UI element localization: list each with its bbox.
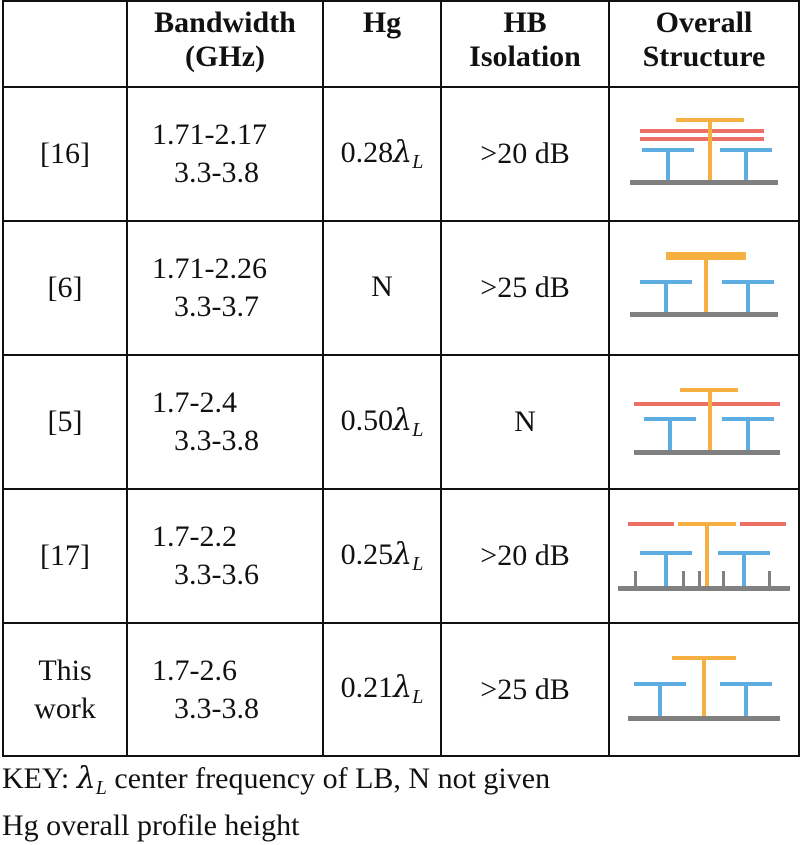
- antenna-structure-this-work-icon: [628, 655, 780, 721]
- structure-cell: [608, 220, 800, 356]
- bandwidth-lb: 1.71-2.17: [152, 118, 267, 151]
- antenna-structure-17-icon: [618, 522, 790, 591]
- ref-cell: This work: [2, 622, 128, 757]
- bandwidth-lb: 1.7-2.6: [152, 653, 237, 687]
- bandwidth-cell: 1.7-2.2 3.3-3.6: [126, 488, 324, 624]
- isolation-cell: N: [440, 354, 610, 490]
- header-row: Bandwidth (GHz) Hg HB Isolation Overall …: [2, 0, 800, 88]
- structure-cell: [608, 86, 800, 222]
- ref-cell: [16]: [2, 86, 128, 222]
- comparison-table: Bandwidth (GHz) Hg HB Isolation Overall …: [2, 0, 800, 757]
- bandwidth-hb: 3.3-3.8: [174, 424, 259, 457]
- header-hb-isolation: HB Isolation: [440, 0, 610, 88]
- key-line1: KEY: λL center frequency of LB, N not gi…: [2, 761, 551, 799]
- isolation-cell: >20 dB: [440, 86, 610, 222]
- antenna-structure-5-icon: [634, 388, 780, 455]
- header-hg: Hg: [322, 0, 442, 88]
- hg-cell: 0.28λL: [322, 86, 442, 222]
- isolation-cell: >25 dB: [440, 220, 610, 356]
- table-row: [17] 1.7-2.2 3.3-3.6 0.25λL >20 dB: [2, 488, 800, 624]
- header-ref: [2, 0, 128, 88]
- table-row: [5] 1.7-2.4 3.3-3.8 0.50λL N: [2, 354, 800, 490]
- header-overall-structure: Overall Structure: [608, 0, 800, 88]
- ref-cell: [6]: [2, 220, 128, 356]
- key-line2: Hg overall profile height: [2, 809, 300, 842]
- bandwidth-hb: 3.3-3.6: [174, 558, 259, 591]
- hg-cell: 0.21λL: [322, 622, 442, 757]
- bandwidth-cell: 1.7-2.6 3.3-3.8: [126, 622, 324, 757]
- header-struct-line1: Overall: [655, 6, 753, 39]
- structure-cell: [608, 354, 800, 490]
- isolation-cell: >25 dB: [440, 622, 610, 757]
- bandwidth-lb: 1.7-2.4: [152, 386, 237, 419]
- ref-line2: work: [34, 691, 96, 725]
- header-struct-line2: Structure: [642, 40, 766, 73]
- bandwidth-lb: 1.71-2.26: [152, 252, 267, 285]
- bandwidth-cell: 1.71-2.17 3.3-3.8: [126, 86, 324, 222]
- bandwidth-hb: 3.3-3.8: [174, 156, 259, 189]
- header-bandwidth-line1: Bandwidth: [154, 6, 296, 39]
- bandwidth-cell: 1.7-2.4 3.3-3.8: [126, 354, 324, 490]
- hg-cell: 0.25λL: [322, 488, 442, 624]
- bandwidth-cell: 1.71-2.26 3.3-3.7: [126, 220, 324, 356]
- header-hb-line2: Isolation: [469, 40, 581, 73]
- ref-cell: [5]: [2, 354, 128, 490]
- header-bandwidth: Bandwidth (GHz): [126, 0, 324, 88]
- isolation-cell: >20 dB: [440, 488, 610, 624]
- antenna-structure-6-icon: [630, 252, 778, 317]
- bandwidth-hb: 3.3-3.7: [174, 290, 259, 323]
- table-key: KEY: λL center frequency of LB, N not gi…: [2, 760, 550, 845]
- table-row: This work 1.7-2.6 3.3-3.8 0.21λL >25 dB: [2, 622, 800, 757]
- header-hb-line1: HB: [503, 6, 547, 39]
- bandwidth-hb: 3.3-3.8: [174, 691, 259, 725]
- hg-cell: 0.50λL: [322, 354, 442, 490]
- bandwidth-lb: 1.7-2.2: [152, 520, 237, 553]
- antenna-structure-16-icon: [630, 118, 778, 185]
- hg-cell: N: [322, 220, 442, 356]
- structure-cell: [608, 488, 800, 624]
- table-row: [6] 1.71-2.26 3.3-3.7 N >25 dB: [2, 220, 800, 356]
- header-bandwidth-line2: (GHz): [185, 40, 265, 73]
- ref-line1: This: [38, 653, 92, 687]
- table-row: [16] 1.71-2.17 3.3-3.8 0.28λL >20 dB: [2, 86, 800, 222]
- structure-cell: [608, 622, 800, 757]
- ref-cell: [17]: [2, 488, 128, 624]
